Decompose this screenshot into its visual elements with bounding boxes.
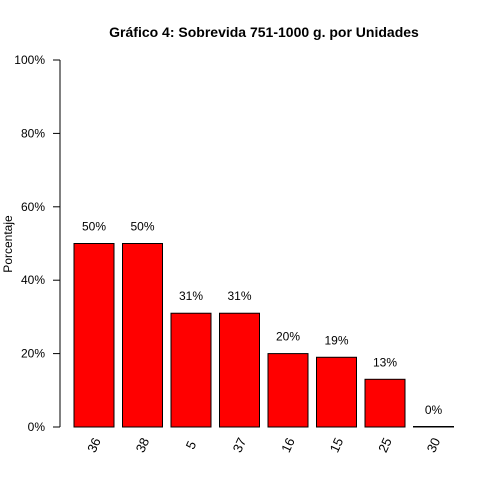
y-tick-label: 40%	[21, 273, 45, 287]
data-label: 50%	[130, 220, 154, 234]
y-axis: 0% 20% 40% 60% 80% 100%	[14, 53, 61, 434]
bar	[122, 243, 163, 428]
x-tick-label: 25	[375, 435, 395, 454]
x-tick-label: 16	[278, 435, 298, 454]
bar	[316, 356, 357, 428]
x-tick-label: 36	[84, 435, 104, 454]
data-label: 31%	[179, 289, 203, 303]
bars	[73, 243, 454, 428]
data-label: 50%	[82, 220, 106, 234]
data-label: 0%	[425, 403, 443, 417]
bar	[413, 426, 454, 428]
chart-title: Gráfico 4: Sobrevida 751-1000 g. por Uni…	[109, 24, 419, 40]
y-tick-label: 20%	[21, 347, 45, 361]
bar	[170, 312, 212, 428]
x-tick-labels: 36 38 5 37 16 15 25 30	[84, 435, 443, 454]
x-tick-label: 15	[327, 435, 347, 454]
y-tick-label: 100%	[14, 53, 45, 67]
data-label: 19%	[324, 333, 348, 347]
y-axis-label: Porcentaje	[1, 215, 15, 273]
data-labels: 50% 50% 31% 31% 20% 19% 13% 0%	[82, 220, 443, 418]
y-tick-label: 80%	[21, 126, 45, 140]
data-label: 20%	[276, 330, 300, 344]
data-label: 13%	[373, 355, 397, 369]
y-tick-label: 0%	[28, 420, 46, 434]
data-label: 31%	[227, 289, 251, 303]
x-tick-label: 37	[230, 435, 250, 454]
y-tick-label: 60%	[21, 200, 45, 214]
bar	[73, 243, 115, 428]
bar	[219, 312, 260, 428]
x-tick-label: 5	[183, 439, 200, 452]
x-tick-label: 38	[133, 435, 153, 454]
x-tick-label: 30	[424, 435, 444, 454]
bar	[267, 353, 309, 428]
bar	[364, 378, 406, 428]
